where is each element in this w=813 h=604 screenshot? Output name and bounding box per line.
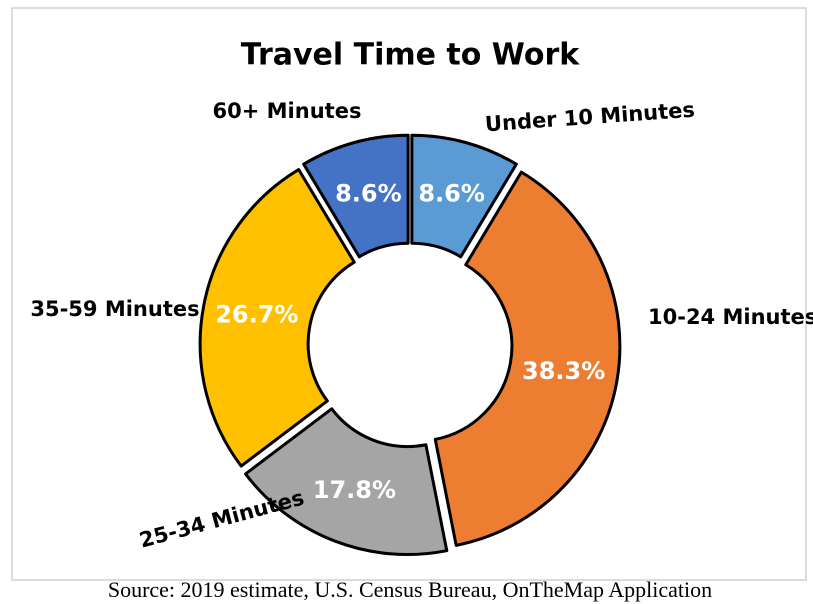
donut-slice — [198, 168, 356, 468]
value-label: 8.6% — [418, 180, 485, 208]
value-label: 8.6% — [335, 180, 402, 208]
donut-slice — [302, 133, 410, 259]
source-note: Source: 2019 estimate, U.S. Census Burea… — [108, 577, 712, 602]
category-label: 10-24 Minutes — [648, 305, 813, 329]
category-label: 60+ Minutes — [213, 99, 362, 123]
donut-slice — [410, 133, 518, 259]
donut-slice — [244, 407, 449, 556]
value-label: 26.7% — [215, 300, 298, 328]
value-label: 38.3% — [522, 357, 605, 385]
chart-title: Travel Time to Work — [241, 38, 580, 73]
value-label: 17.8% — [313, 476, 396, 504]
category-label: 35-59 Minutes — [30, 297, 199, 321]
donut-slice — [433, 170, 622, 547]
